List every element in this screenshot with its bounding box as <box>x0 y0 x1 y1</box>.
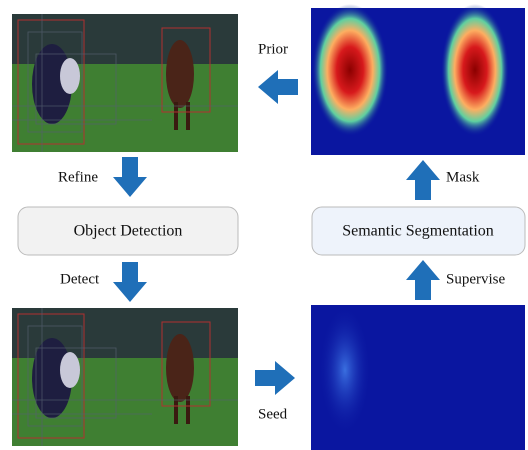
arrow <box>258 70 298 104</box>
heatmap-prior <box>311 4 525 155</box>
edge-label: Detect <box>60 271 100 287</box>
arrow <box>406 160 440 200</box>
detection-image <box>11 13 239 153</box>
edge-label: Mask <box>446 169 480 185</box>
node-label: Semantic Segmentation <box>342 223 494 240</box>
arrow <box>406 260 440 300</box>
edge-label: Refine <box>58 169 98 185</box>
arrow <box>255 361 295 395</box>
node-box: Object Detection <box>17 206 239 256</box>
node-label: Object Detection <box>74 223 183 240</box>
arrow <box>113 262 147 302</box>
edge-label: Supervise <box>446 271 506 287</box>
arrow <box>113 157 147 197</box>
heatmap-seed <box>311 305 525 450</box>
edge-label: Seed <box>258 406 288 422</box>
detection-image <box>11 307 239 447</box>
edge-label: Prior <box>258 41 288 57</box>
node-box: Semantic Segmentation <box>311 206 526 256</box>
